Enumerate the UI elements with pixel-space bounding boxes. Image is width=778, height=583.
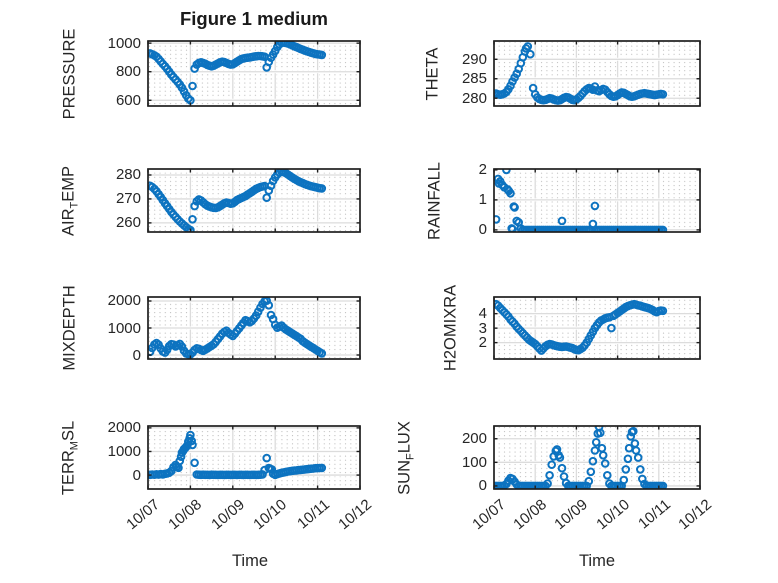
y-axis-label-theta: THETA <box>423 47 442 100</box>
x-axis-label-left: Time <box>231 552 269 570</box>
tick-marks <box>493 426 701 489</box>
y-tick-label-sun_flux: 200 <box>461 430 487 448</box>
y-axis-label-terr_msl: TERRMSL <box>59 420 81 495</box>
tick-marks <box>147 169 361 232</box>
subplot-SUN_FLUX <box>493 425 701 490</box>
y-tick-label-terr_msl: 1000 <box>107 442 141 460</box>
y-tick-label-air_temp: 260 <box>115 214 141 232</box>
y-tick-label-sun_flux: 100 <box>461 453 487 471</box>
y-axis-label-h2omixra: H2OMIXRA <box>441 284 460 372</box>
y-axis-label-mixdepth: MIXDEPTH <box>60 285 79 371</box>
y-axis-label-pressure: PRESSURE <box>60 28 79 119</box>
y-tick-label-pressure: 600 <box>115 91 141 109</box>
scatter-series <box>148 430 327 480</box>
tick-marks <box>493 169 701 232</box>
y-tick-label-h2omixra: 2 <box>478 334 487 352</box>
axes-border <box>493 425 701 490</box>
y-tick-label-rainfall: 2 <box>478 161 487 179</box>
y-tick-label-air_temp: 270 <box>115 190 141 208</box>
y-tick-label-theta: 280 <box>461 89 487 107</box>
y-axis-label-rainfall: RAINFALL <box>425 161 444 240</box>
subplot-RAINFALL <box>493 168 701 233</box>
y-axis-label-sun_flux: SUNFLUX <box>395 420 417 495</box>
y-tick-label-air_temp: 280 <box>115 166 141 184</box>
subplot-THETA <box>493 40 701 107</box>
minor-grid <box>149 42 359 105</box>
y-tick-label-theta: 290 <box>461 50 487 68</box>
scatter-series <box>148 169 327 232</box>
axes-border <box>147 425 361 490</box>
y-tick-label-mixdepth: 0 <box>132 346 141 364</box>
tick-marks <box>147 297 361 359</box>
y-axis-label-air_temp: AIRTEMP <box>59 165 81 236</box>
tick-marks <box>493 41 701 106</box>
scatter-series <box>494 426 668 489</box>
y-tick-label-theta: 285 <box>461 70 487 88</box>
tick-marks <box>147 426 361 489</box>
subplot-H2OMIXRA <box>493 296 701 360</box>
figure-title: Figure 1 medium <box>179 8 329 29</box>
subplot-PRESSURE <box>147 40 361 107</box>
y-tick-label-rainfall: 1 <box>478 191 487 209</box>
scatter-series <box>494 169 668 232</box>
y-tick-label-sun_flux: 0 <box>478 477 487 495</box>
scatter-series <box>148 297 327 359</box>
y-tick-label-mixdepth: 2000 <box>107 292 141 310</box>
tick-marks <box>147 41 361 106</box>
axes-border <box>493 40 701 107</box>
y-tick-label-h2omixra: 3 <box>478 319 487 337</box>
subplot-MIXDEPTH <box>147 296 361 360</box>
y-tick-label-terr_msl: 2000 <box>107 419 141 437</box>
y-tick-label-h2omixra: 4 <box>478 305 487 323</box>
x-axis-label-right: Time <box>578 552 616 570</box>
axes-border <box>147 168 361 233</box>
y-tick-label-terr_msl: 0 <box>132 466 141 484</box>
scatter-series <box>148 41 327 105</box>
subplot-AIR_TEMP <box>147 168 361 233</box>
subplot-TERR_MSL <box>147 425 361 490</box>
y-tick-label-pressure: 800 <box>115 63 141 81</box>
y-tick-label-mixdepth: 1000 <box>107 319 141 337</box>
scatter-series <box>494 42 668 105</box>
tick-marks <box>493 297 701 359</box>
axes-border <box>147 40 361 107</box>
y-tick-label-rainfall: 0 <box>478 221 487 239</box>
y-tick-label-pressure: 1000 <box>107 34 141 52</box>
